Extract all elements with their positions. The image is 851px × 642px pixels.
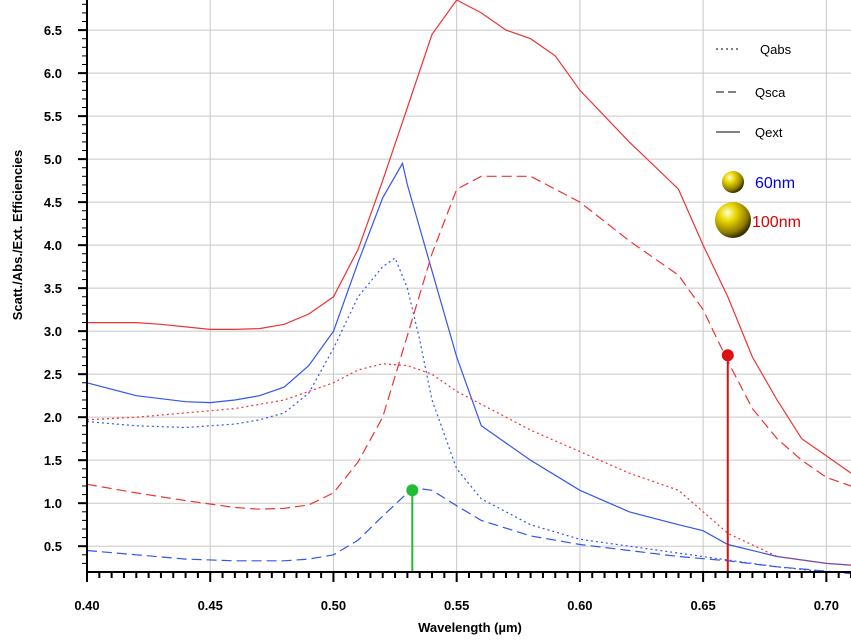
marker-layer <box>406 349 734 572</box>
y-tick-label: 4.5 <box>44 195 62 210</box>
x-tick-label: 0.45 <box>198 598 223 613</box>
series-qabs-100nm <box>86 363 851 566</box>
legend-qabs-label: Qabs <box>760 42 792 57</box>
x-tick-label: 0.55 <box>444 598 469 613</box>
sphere-60nm-icon <box>722 171 744 193</box>
y-tick-label: 2.0 <box>44 410 62 425</box>
y-tick-label: 3.5 <box>44 281 62 296</box>
legend-qsca-label: Qsca <box>755 85 786 100</box>
series-qext-60nm <box>86 161 851 566</box>
y-tick-label: 1.5 <box>44 453 62 468</box>
y-tick-label: 0.5 <box>44 539 62 554</box>
x-tick-label: 0.65 <box>690 598 715 613</box>
y-tick-label: 5.5 <box>44 109 62 124</box>
y-tick-label: 3.0 <box>44 324 62 339</box>
y-tick-label: 1.0 <box>44 496 62 511</box>
y-tick-label: 5.0 <box>44 152 62 167</box>
y-tick-label: 2.5 <box>44 367 62 382</box>
y-tick-label: 6.0 <box>44 66 62 81</box>
y-tick-label: 4.0 <box>44 238 62 253</box>
series-layer <box>86 0 851 575</box>
series-qext-100nm <box>87 0 851 474</box>
legend-qext-label: Qext <box>755 125 783 140</box>
sphere-100nm-icon <box>715 202 751 238</box>
tick-labels: 0.40 0.45 0.50 0.55 0.60 0.65 0.70 0.5 1.0 1.5 2.0… <box>44 23 839 613</box>
y-axis-title: Scatt./Abs./Ext. Efficiencies <box>10 150 25 321</box>
grid <box>86 0 851 572</box>
marker-dot <box>721 349 734 362</box>
legend-60nm-label: 60nm <box>755 175 795 192</box>
x-tick-label: 0.50 <box>321 598 346 613</box>
legend: Qabs Qsca Qext 60nm 100nm <box>715 42 801 238</box>
x-tick-label: 0.40 <box>74 598 99 613</box>
series-qsca-60nm <box>86 487 851 575</box>
axes <box>78 0 851 582</box>
series-qsca-100nm <box>86 175 851 510</box>
x-tick-label: 0.70 <box>814 598 839 613</box>
series-qabs-60nm <box>86 257 851 574</box>
x-axis-title: Wavelength (µm) <box>418 620 522 635</box>
marker-dot <box>406 484 419 497</box>
x-tick-label: 0.60 <box>567 598 592 613</box>
legend-100nm-label: 100nm <box>752 214 801 231</box>
y-tick-label: 6.5 <box>44 23 62 38</box>
